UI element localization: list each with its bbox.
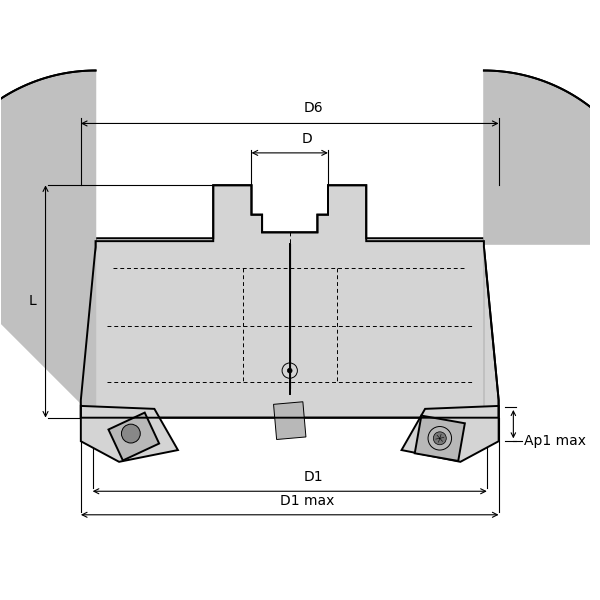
- Text: D6: D6: [304, 101, 323, 115]
- Polygon shape: [0, 70, 95, 418]
- Polygon shape: [484, 70, 600, 418]
- Circle shape: [121, 424, 140, 443]
- Polygon shape: [81, 406, 178, 462]
- Polygon shape: [401, 406, 499, 462]
- Text: D1 max: D1 max: [280, 494, 335, 508]
- Circle shape: [433, 432, 446, 445]
- Polygon shape: [109, 413, 159, 460]
- Text: Ap1 max: Ap1 max: [524, 434, 586, 448]
- Text: L: L: [29, 295, 37, 308]
- Text: D: D: [302, 132, 313, 146]
- Polygon shape: [274, 402, 306, 440]
- Polygon shape: [81, 185, 499, 418]
- Text: D1: D1: [304, 470, 323, 484]
- Circle shape: [287, 368, 292, 373]
- Polygon shape: [415, 416, 465, 461]
